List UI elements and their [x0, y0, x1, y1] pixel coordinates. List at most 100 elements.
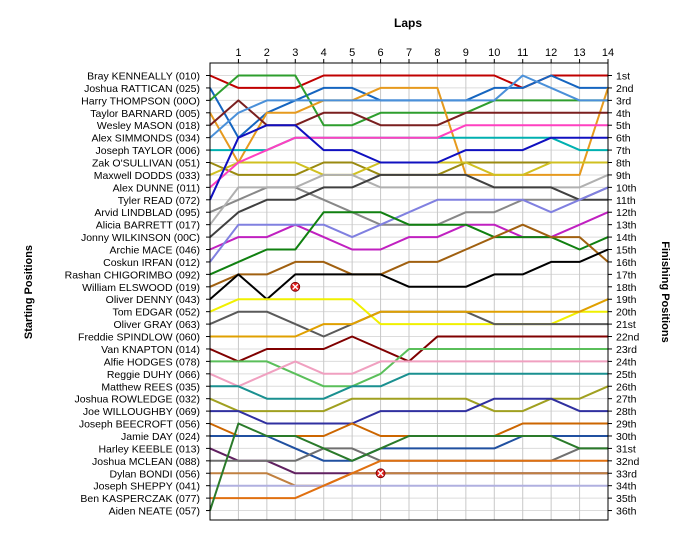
- starting-position-label: Tom EDGAR (052): [112, 307, 200, 319]
- starting-position-label: Van KNAPTON (014): [101, 344, 200, 356]
- finishing-position-label: 35th: [616, 493, 637, 505]
- starting-position-label: Taylor BARNARD (005): [90, 108, 200, 120]
- finishing-position-labels: 1st2nd3rd4th5th6th7th8th9th10th11th12th1…: [608, 71, 640, 518]
- series-line-11: [209, 124, 608, 201]
- finishing-position-label: 6th: [616, 133, 631, 145]
- x-tick-label: 7: [406, 47, 412, 59]
- series-line-22: [210, 298, 609, 338]
- starting-position-label: Maxwell DODDS (033): [94, 170, 200, 182]
- starting-position-label: Dylan BONDI (056): [110, 468, 200, 480]
- x-tick-label: 12: [545, 47, 557, 59]
- retirement-marker: [290, 281, 301, 292]
- starting-position-label: Matthew REES (035): [101, 381, 200, 393]
- starting-position-label: Rashan CHIGORIMBO (092): [65, 269, 200, 281]
- starting-position-label: Alex SIMMONDS (034): [91, 133, 200, 145]
- starting-position-label: Joshua MCLEAN (088): [92, 456, 200, 468]
- finishing-position-label: 1st: [616, 71, 630, 83]
- starting-position-labels: Bray KENNEALLY (010)Joshua RATTICAN (025…: [65, 71, 210, 518]
- grid-lines: [210, 63, 609, 520]
- starting-position-label: Arvid LINDBLAD (095): [94, 207, 200, 219]
- x-axis-ticks: 1 2 3 4 5 6 7 8 9 10 11 12 13 14: [235, 47, 614, 63]
- y-axis-left-label: Starting Positions: [23, 245, 35, 339]
- starting-position-label: Joshua RATTICAN (025): [84, 83, 200, 95]
- series-line-33: [210, 472, 608, 487]
- finishing-position-label: 20th: [616, 307, 637, 319]
- starting-position-label: Aiden NEATE (057): [109, 506, 200, 518]
- retirement-marker-cross: [377, 470, 384, 477]
- starting-position-label: Coskun IRFAN (012): [103, 257, 200, 269]
- series-line-27: [209, 385, 609, 413]
- finishing-position-label: 21st: [616, 319, 636, 331]
- starting-position-label: Jamie DAY (024): [121, 431, 200, 443]
- series-line-18: [209, 223, 609, 288]
- x-tick-label: 2: [264, 47, 270, 59]
- x-tick-label: 1: [235, 47, 241, 59]
- finishing-position-label: 34th: [616, 481, 637, 493]
- finishing-position-label: 2nd: [616, 83, 634, 95]
- series-line-6: [209, 74, 608, 139]
- finishing-position-label: 10th: [616, 182, 637, 194]
- starting-position-label: Ben KASPERCZAK (077): [80, 493, 200, 505]
- starting-position-label: Joe WILLOUGHBY (069): [83, 406, 200, 418]
- series-line-25: [209, 360, 608, 388]
- series-line-14: [209, 173, 608, 238]
- starting-position-label: Harry THOMPSON (00O): [81, 95, 200, 107]
- series-lines: [209, 74, 609, 511]
- series-line-4: [209, 86, 609, 176]
- starting-position-label: Joseph TAYLOR (006): [96, 145, 200, 157]
- starting-position-label: Oliver DENNY (043): [106, 294, 200, 306]
- finishing-position-label: 31st: [616, 443, 636, 455]
- finishing-position-label: 30th: [616, 431, 637, 443]
- x-tick-label: 6: [378, 47, 384, 59]
- finishing-position-label: 3rd: [616, 95, 631, 107]
- series-line-17: [209, 211, 609, 276]
- finishing-position-label: 26th: [616, 381, 637, 393]
- series-line-35: [210, 459, 608, 500]
- retirement-marker: [375, 468, 386, 479]
- finishing-position-label: 16th: [616, 257, 637, 269]
- starting-position-label: William ELSWOOD (019): [82, 282, 200, 294]
- finishing-position-label: 24th: [616, 356, 637, 368]
- finishing-position-label: 8th: [616, 158, 631, 170]
- starting-position-label: Harley KEEBLE (013): [98, 443, 200, 455]
- starting-position-label: Reggie DUHY (066): [107, 369, 200, 381]
- x-tick-label: 10: [488, 47, 500, 59]
- series-line-28: [210, 397, 608, 425]
- finishing-position-label: 15th: [616, 245, 637, 257]
- finishing-position-label: 7th: [616, 145, 631, 157]
- starting-position-label: Joshua ROWLEDGE (032): [75, 394, 200, 406]
- starting-position-label: Alex DUNNE (011): [113, 182, 200, 194]
- series-line-16: [209, 186, 609, 263]
- chart-title: Laps: [394, 16, 422, 30]
- finishing-position-label: 9th: [616, 170, 631, 182]
- finishing-position-label: 19th: [616, 294, 637, 306]
- starting-position-label: Joseph BEECROFT (056): [79, 419, 200, 431]
- starting-position-label: Zak O'SULLIVAN (051): [92, 158, 200, 170]
- x-tick-label: 11: [517, 47, 528, 59]
- starting-position-label: Joseph SHEPPY (041): [93, 481, 200, 493]
- series-line-36: [209, 422, 608, 511]
- starting-position-label: Archie MACE (046): [110, 245, 200, 257]
- series-line-10: [209, 124, 608, 189]
- x-tick-label: 14: [602, 47, 614, 59]
- retirement-marker-cross: [292, 283, 299, 290]
- starting-position-label: Wesley MASON (018): [97, 120, 200, 132]
- x-tick-label: 4: [321, 47, 327, 59]
- x-tick-label: 13: [573, 47, 585, 59]
- x-tick-label: 9: [463, 47, 469, 59]
- starting-position-label: Bray KENNEALLY (010): [87, 71, 200, 83]
- starting-position-label: Tyler READ (072): [118, 195, 200, 207]
- finishing-position-label: 36th: [616, 506, 637, 518]
- series-line-24: [210, 348, 608, 388]
- finishing-position-label: 17th: [616, 269, 637, 281]
- starting-position-label: Jonny WILKINSON (00C): [81, 232, 200, 244]
- x-tick-label: 5: [349, 47, 355, 59]
- finishing-position-label: 4th: [616, 108, 631, 120]
- x-tick-label: 3: [292, 47, 298, 59]
- finishing-position-label: 32nd: [616, 456, 640, 468]
- retirement-markers: [290, 281, 386, 479]
- finishing-position-label: 33rd: [616, 468, 637, 480]
- finishing-position-label: 13th: [616, 220, 637, 232]
- finishing-position-label: 22nd: [616, 332, 640, 344]
